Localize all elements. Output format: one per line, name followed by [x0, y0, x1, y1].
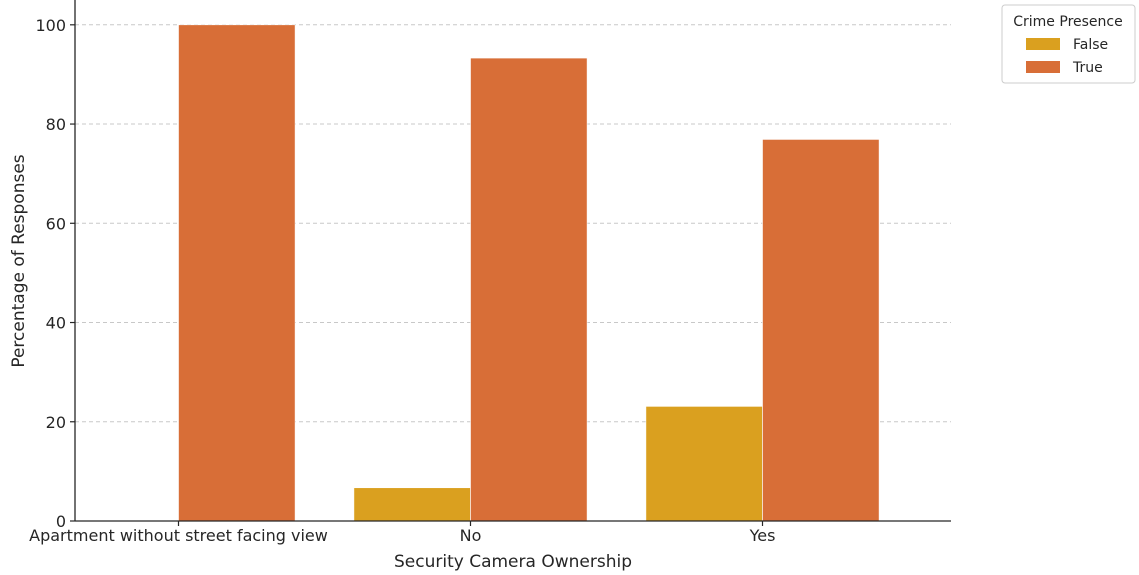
y-ticks: 0 20 40 60 80 100	[35, 16, 75, 531]
y-tick-label: 60	[46, 214, 66, 233]
x-ticks: Apartment without street facing view No Ye…	[29, 521, 775, 545]
bar-true-2	[762, 139, 880, 522]
bar-false-1	[353, 487, 471, 522]
y-tick-label: 100	[35, 16, 66, 35]
axes	[74, 0, 951, 522]
legend: Crime Presence False True	[1001, 4, 1136, 84]
x-tick-label: Apartment without street facing view	[29, 526, 328, 545]
bars	[178, 24, 880, 522]
legend-label-false: False	[1073, 37, 1108, 53]
y-tick-label: 0	[56, 512, 66, 531]
x-tick-label: No	[460, 526, 482, 545]
y-axis-title: Percentage of Responses	[9, 154, 29, 367]
legend-swatch-false	[1026, 38, 1060, 50]
legend-title: Crime Presence	[1013, 14, 1122, 30]
bar-true-1	[470, 57, 588, 522]
y-tick-label: 20	[46, 413, 66, 432]
legend-label-true: True	[1072, 60, 1103, 76]
y-tick-label: 80	[46, 115, 66, 134]
x-tick-label: Yes	[749, 526, 776, 545]
bar-true-0	[178, 24, 296, 522]
bar-false-2	[645, 406, 763, 522]
x-axis-title: Security Camera Ownership	[394, 552, 632, 572]
y-tick-label: 40	[46, 314, 66, 333]
legend-swatch-true	[1026, 61, 1060, 73]
